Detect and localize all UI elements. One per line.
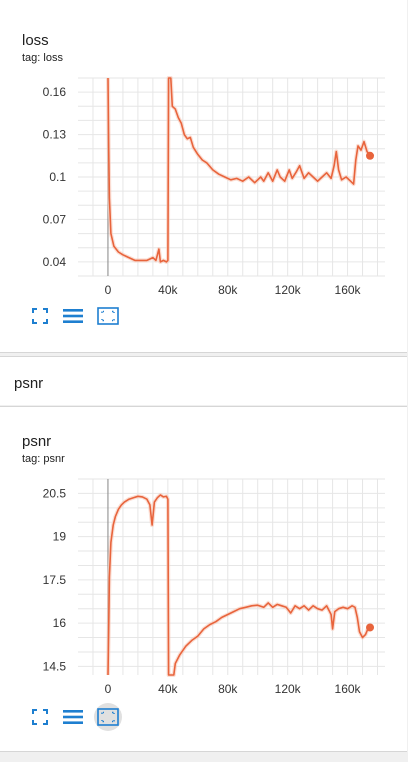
y-tick-label: 19 (53, 530, 67, 544)
fit-domain-button[interactable] (94, 302, 122, 330)
lines-icon (63, 309, 83, 323)
y-tick-label: 0.16 (43, 85, 67, 99)
x-tick-label: 0 (105, 682, 112, 696)
section-title: psnr (14, 375, 44, 392)
psnr-chart[interactable]: 14.5 16 17.5 19 20.5 0 40k 80k 120k 160k (0, 1, 408, 701)
card-title: loss (22, 32, 49, 49)
card-tag: tag: psnr (22, 453, 65, 465)
fit-domain-icon (97, 708, 119, 726)
y-tick-label: 0.1 (49, 170, 66, 184)
chart-card-psnr: psnr tag: psnr 14.5 16 17.5 19 20.5 0 40k 80k 12… (0, 406, 407, 752)
y-tick-label: 17.5 (43, 573, 67, 587)
chart-card-loss: loss tag: loss 0.04 0.07 0.1 0.13 0.16 0 40k 80… (0, 0, 407, 353)
x-tick-label: 40k (158, 682, 178, 696)
x-tick-label: 0 (105, 283, 112, 297)
fullscreen-icon (32, 709, 48, 725)
x-tick-label: 160k (335, 283, 362, 297)
section-header-psnr[interactable]: psnr (0, 356, 407, 405)
y-tick-label: 14.5 (43, 659, 67, 673)
card-tag: tag: loss (22, 52, 63, 64)
fullscreen-icon (32, 308, 48, 324)
y-tick-label: 0.04 (43, 255, 67, 269)
fit-domain-icon (97, 307, 119, 325)
x-tick-label: 40k (158, 283, 178, 297)
y-tick-label: 0.13 (43, 128, 67, 142)
lines-icon (63, 710, 83, 724)
fullscreen-button[interactable] (26, 302, 54, 330)
x-tick-label: 120k (275, 682, 302, 696)
y-tick-label: 16 (53, 616, 67, 630)
toggle-lines-button[interactable] (59, 302, 87, 330)
toggle-lines-button[interactable] (59, 703, 87, 731)
x-tick-label: 80k (218, 283, 238, 297)
last-point-marker (366, 151, 375, 160)
x-tick-label: 120k (275, 283, 302, 297)
x-tick-label: 160k (335, 682, 362, 696)
card-title: psnr (22, 433, 52, 450)
chart-toolbar (26, 302, 136, 330)
series-line (107, 77, 371, 263)
chart-toolbar (26, 703, 136, 731)
y-tick-label: 0.07 (43, 212, 67, 226)
loss-chart[interactable]: 0.04 0.07 0.1 0.13 0.16 0 40k 80k 120k 160k (0, 0, 408, 300)
x-tick-label: 80k (218, 682, 238, 696)
fit-domain-button[interactable] (94, 703, 122, 731)
y-tick-label: 20.5 (43, 486, 67, 500)
series-line (107, 494, 370, 676)
last-point-marker (366, 623, 375, 632)
fullscreen-button[interactable] (26, 703, 54, 731)
